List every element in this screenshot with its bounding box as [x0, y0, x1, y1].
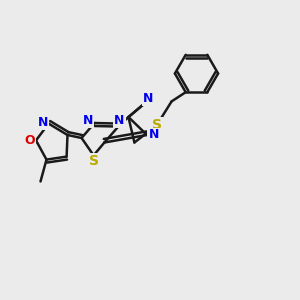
Text: N: N: [143, 92, 154, 105]
Text: N: N: [148, 128, 159, 142]
Text: N: N: [38, 116, 48, 129]
Text: S: S: [152, 118, 162, 132]
Text: N: N: [83, 114, 93, 127]
Text: N: N: [114, 114, 124, 127]
Text: S: S: [88, 154, 99, 168]
Text: O: O: [24, 134, 35, 147]
